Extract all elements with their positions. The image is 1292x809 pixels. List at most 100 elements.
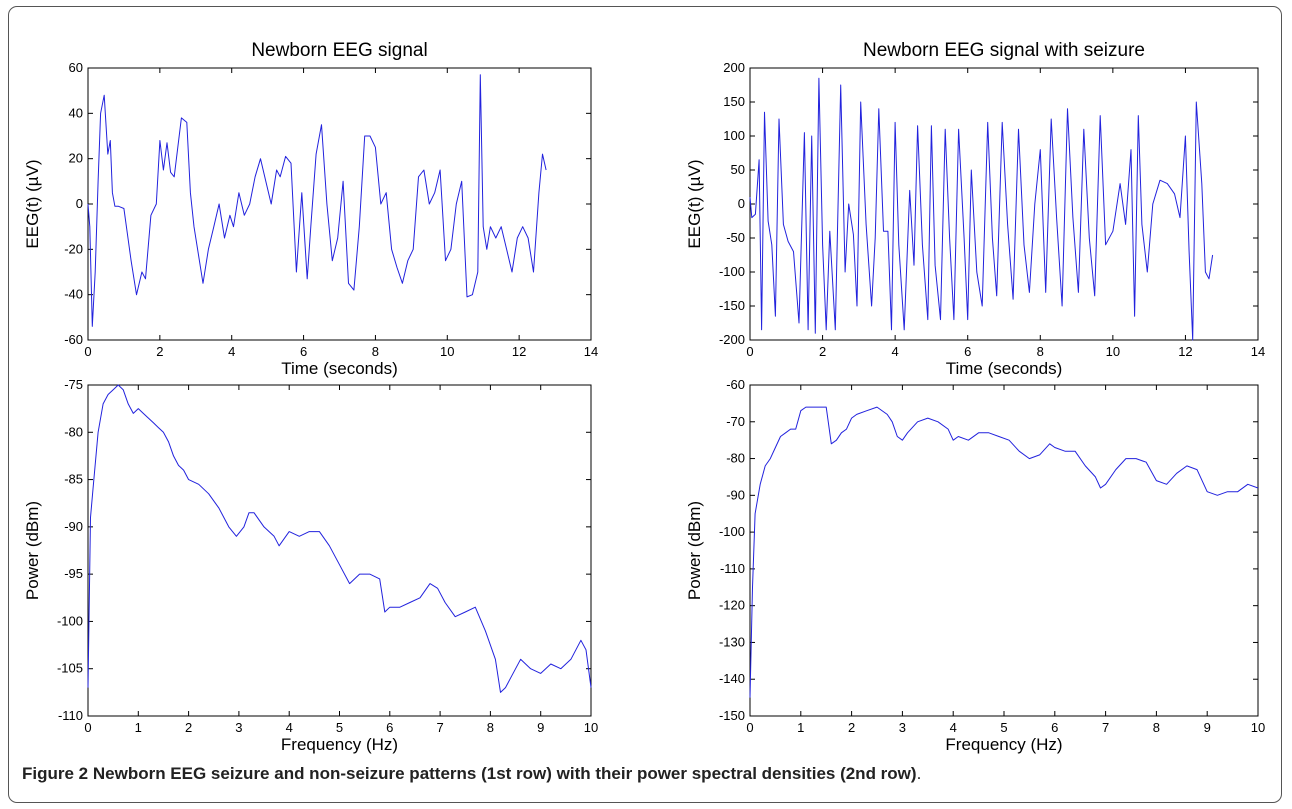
x-tick-label: 2 (185, 720, 192, 735)
x-tick-label: 14 (584, 344, 598, 359)
x-tick-label: 3 (235, 720, 242, 735)
y-tick-label: -80 (64, 424, 83, 439)
figure-frame (8, 6, 1282, 803)
y-tick-label: 0 (738, 196, 745, 211)
series-line (87, 384, 592, 693)
y-tick-label: -130 (719, 634, 745, 649)
caption-label: Figure 2 (22, 764, 89, 783)
y-tick-label: -150 (719, 298, 745, 313)
series-line (749, 77, 1214, 341)
y-tick-label: -60 (64, 332, 83, 347)
y-tick-label: -95 (64, 566, 83, 581)
y-tick-label: -100 (719, 264, 745, 279)
x-tick-label: 10 (1251, 720, 1265, 735)
x-tick-label: 1 (797, 720, 804, 735)
y-tick-label: 20 (69, 151, 83, 166)
x-tick-label: 4 (286, 720, 293, 735)
x-axis-label: Time (seconds) (281, 359, 398, 378)
chart-title: Newborn EEG signal (251, 40, 427, 61)
x-tick-label: 5 (336, 720, 343, 735)
x-tick-label: 7 (436, 720, 443, 735)
x-tick-label: 7 (1102, 720, 1109, 735)
x-tick-label: 10 (1106, 344, 1120, 359)
chart-3: 0 1 2 3 4 5 6 7 8 9 10 -110 -105 -100 -95 -90 -85 -80 -75 F… (23, 377, 598, 754)
y-tick-label: -70 (726, 414, 745, 429)
y-tick-label: 150 (723, 94, 745, 109)
x-tick-label: 6 (964, 344, 971, 359)
x-tick-label: 8 (1037, 344, 1044, 359)
x-axis-label: Time (seconds) (946, 359, 1063, 378)
series-line (749, 406, 1259, 698)
x-tick-label: 0 (746, 720, 753, 735)
x-tick-label: 10 (440, 344, 454, 359)
y-tick-label: 100 (723, 128, 745, 143)
y-tick-label: -60 (726, 377, 745, 392)
x-tick-label: 2 (819, 344, 826, 359)
caption-text: Newborn EEG seizure and non-seizure patt… (92, 764, 917, 783)
x-tick-label: 5 (1000, 720, 1007, 735)
y-tick-label: -150 (719, 708, 745, 723)
axes-box (749, 67, 1259, 341)
y-tick-label: -50 (726, 230, 745, 245)
axes-box (87, 384, 592, 717)
x-tick-label: 8 (487, 720, 494, 735)
x-tick-label: 12 (1178, 344, 1192, 359)
x-axis-label: Frequency (Hz) (945, 735, 1062, 754)
x-tick-label: 8 (1153, 720, 1160, 735)
x-tick-label: 2 (156, 344, 163, 359)
y-tick-label: -90 (64, 519, 83, 534)
y-tick-label: -40 (64, 287, 83, 302)
caption-end: . (916, 764, 922, 783)
y-tick-label: 200 (723, 60, 745, 75)
x-tick-label: 9 (537, 720, 544, 735)
y-tick-label: 60 (69, 60, 83, 75)
x-tick-label: 0 (84, 720, 91, 735)
x-axis-label: Frequency (Hz) (281, 735, 398, 754)
y-tick-label: 0 (76, 196, 83, 211)
y-tick-label: -75 (64, 377, 83, 392)
x-tick-label: 10 (584, 720, 598, 735)
series-line (87, 74, 547, 327)
y-axis-label: Power (dBm) (23, 501, 42, 600)
chart-title: Newborn EEG signal with seizure (863, 40, 1145, 61)
x-tick-label: 0 (746, 344, 753, 359)
chart-4: 0 1 2 3 4 5 6 7 8 9 10 -150 -140 -130 -120 -110 -100 -90 -… (685, 377, 1265, 754)
x-tick-label: 6 (300, 344, 307, 359)
x-tick-label: 0 (84, 344, 91, 359)
y-tick-label: -110 (58, 708, 83, 723)
figure-caption: Figure 2 Newborn EEG seizure and non-sei… (22, 764, 1272, 784)
x-tick-label: 3 (899, 720, 906, 735)
chart-1: 0 2 4 6 8 10 12 14 -60 -40 -20 0 20 40 60 Newborn EEG s… (23, 40, 598, 378)
x-tick-label: 8 (372, 344, 379, 359)
x-tick-label: 6 (386, 720, 393, 735)
y-tick-label: -80 (726, 451, 745, 466)
x-tick-label: 6 (1051, 720, 1058, 735)
x-tick-label: 9 (1204, 720, 1211, 735)
x-tick-label: 1 (135, 720, 142, 735)
y-tick-label: -200 (719, 332, 745, 347)
y-tick-label: -105 (57, 661, 83, 676)
y-tick-label: 40 (69, 105, 83, 120)
y-tick-label: -140 (719, 671, 745, 686)
x-tick-label: 4 (950, 720, 957, 735)
x-tick-label: 4 (892, 344, 899, 359)
x-tick-label: 4 (228, 344, 235, 359)
axes-box (87, 67, 592, 341)
y-tick-label: -90 (726, 487, 745, 502)
y-axis-label: EEG(t) (µV) (685, 159, 704, 248)
y-tick-label: -120 (719, 598, 745, 613)
y-tick-label: -100 (57, 613, 83, 628)
y-tick-label: -20 (64, 241, 83, 256)
axes-box (749, 384, 1259, 717)
chart-2: 0 2 4 6 8 10 12 14 -200 -150 -100 -50 0 50 100 150 200 Ne… (685, 40, 1265, 378)
y-tick-label: -85 (64, 472, 83, 487)
y-axis-label: EEG(t) (µV) (23, 159, 42, 248)
x-tick-label: 12 (512, 344, 526, 359)
y-tick-label: -100 (719, 524, 745, 539)
y-tick-label: 50 (731, 162, 745, 177)
y-tick-label: -110 (720, 561, 745, 576)
x-tick-label: 2 (848, 720, 855, 735)
y-axis-label: Power (dBm) (685, 501, 704, 600)
x-tick-label: 14 (1251, 344, 1265, 359)
